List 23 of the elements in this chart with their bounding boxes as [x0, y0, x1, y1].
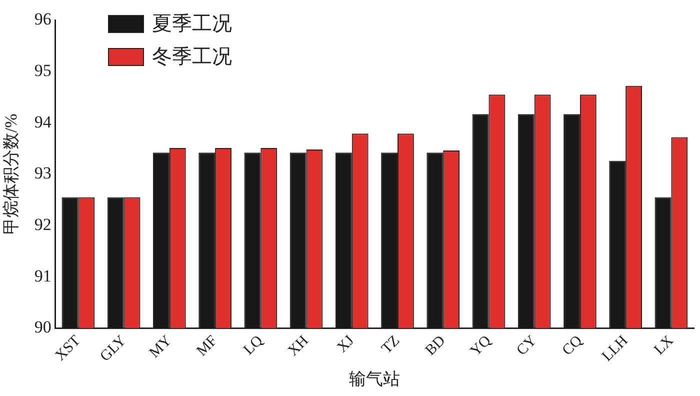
- x-tick-label: GLY: [97, 332, 130, 365]
- legend-label: 冬季工况: [152, 45, 232, 70]
- y-tick-label: 96: [34, 10, 52, 29]
- x-tick-label: XJ: [334, 332, 358, 356]
- x-tick-label: CY: [514, 332, 540, 359]
- x-tick-label: BD: [422, 332, 449, 359]
- legend-label: 夏季工况: [152, 12, 232, 37]
- x-tick-label: YQ: [468, 332, 494, 360]
- y-tick-label: 93: [34, 164, 52, 183]
- x-tick-label: LX: [651, 332, 677, 358]
- y-tick-label: 95: [34, 60, 52, 80]
- x-tick-label: LQ: [240, 332, 266, 358]
- y-tick-label: 92: [34, 214, 52, 234]
- x-axis-title: 输气站: [349, 369, 400, 388]
- y-tick-label: 91: [34, 266, 52, 286]
- x-tick-label: CQ: [560, 332, 586, 359]
- x-tick-label: XH: [285, 332, 312, 360]
- y-tick-label: 90: [34, 318, 52, 337]
- x-tick-label: TZ: [378, 332, 404, 358]
- y-axis-title: 甲烷体积分数/%: [2, 114, 21, 235]
- x-tick-label: MY: [146, 332, 176, 362]
- x-tick-label: MF: [194, 332, 221, 360]
- y-tick-label: 94: [34, 112, 52, 132]
